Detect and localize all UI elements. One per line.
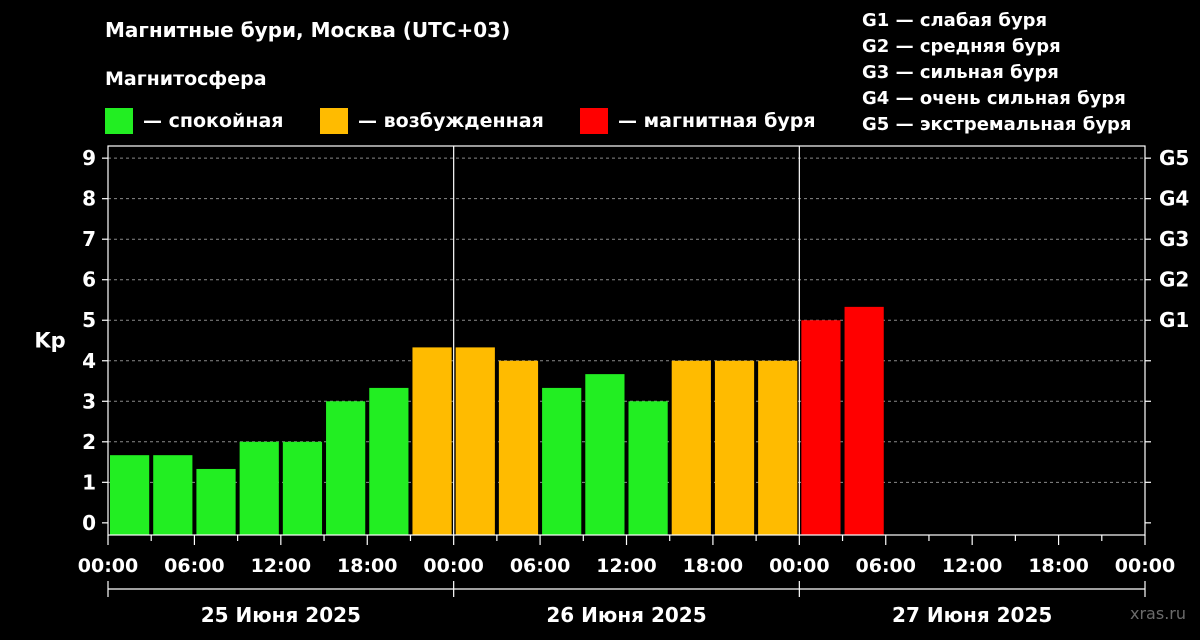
- x-tick-label-5: 06:00: [510, 555, 570, 577]
- g-scale-item-g2: G2 — средняя буря: [862, 36, 1061, 57]
- legend-heading: Магнитосфера: [105, 68, 267, 90]
- y-tick-label-0: 0: [82, 511, 96, 535]
- kp-bar-17: [844, 306, 884, 535]
- day-label-0: 25 Июня 2025: [201, 603, 361, 627]
- right-tick-label-g1: G1: [1159, 308, 1189, 332]
- x-tick-label-2: 12:00: [251, 555, 311, 577]
- y-tick-label-1: 1: [82, 470, 96, 494]
- legend-item-quiet: — спокойная: [105, 108, 283, 134]
- right-tick-label-g4: G4: [1159, 187, 1189, 211]
- x-tick-label-9: 06:00: [856, 555, 916, 577]
- kp-bar-14: [714, 360, 755, 535]
- kp-bar-7: [412, 347, 452, 535]
- kp-bar-9: [498, 360, 539, 535]
- kp-bar-8: [455, 347, 495, 535]
- y-tick-label-8: 8: [82, 187, 96, 211]
- g-scale-item-g4: G4 — очень сильная буря: [862, 88, 1126, 109]
- legend-swatch-quiet: [105, 108, 133, 134]
- legend-label-unsettled: — возбужденная: [358, 110, 544, 132]
- right-tick-label-g5: G5: [1159, 146, 1189, 170]
- y-tick-label-2: 2: [82, 430, 96, 454]
- kp-bar-10: [542, 387, 582, 535]
- x-tick-label-8: 00:00: [769, 555, 829, 577]
- x-tick-label-0: 00:00: [78, 555, 138, 577]
- legend-item-storm: — магнитная буря: [580, 108, 816, 134]
- x-tick-label-1: 06:00: [164, 555, 224, 577]
- day-label-2: 27 Июня 2025: [892, 603, 1052, 627]
- kp-bar-4: [282, 441, 323, 535]
- kp-bar-5: [326, 401, 366, 535]
- x-tick-label-10: 12:00: [942, 555, 1002, 577]
- g-scale-item-g1: G1 — слабая буря: [862, 10, 1048, 31]
- kp-bar-12: [628, 401, 668, 535]
- right-tick-label-g2: G2: [1159, 268, 1189, 292]
- legend-item-unsettled: — возбужденная: [320, 108, 544, 134]
- kp-bar-2: [196, 468, 236, 535]
- legend-swatch-unsettled: [320, 108, 348, 134]
- y-tick-label-7: 7: [82, 227, 96, 251]
- g-scale-item-g5: G5 — экстремальная буря: [862, 114, 1132, 135]
- kp-bar-11: [585, 374, 625, 535]
- kp-bar-16: [801, 320, 841, 535]
- kp-bar-6: [369, 387, 409, 535]
- kp-bar-0: [110, 455, 150, 535]
- day-label-1: 26 Июня 2025: [546, 603, 706, 627]
- kp-bar-13: [671, 360, 711, 535]
- legend-label-quiet: — спокойная: [143, 110, 284, 132]
- watermark: xras.ru: [1130, 604, 1186, 623]
- x-tick-label-12: 00:00: [1115, 555, 1175, 577]
- right-tick-label-g3: G3: [1159, 227, 1189, 251]
- y-tick-label-6: 6: [82, 268, 96, 292]
- g-scale-legend: G1 — слабая буря G2 — средняя буря G3 — …: [862, 8, 1132, 138]
- y-tick-label-4: 4: [82, 349, 96, 373]
- x-tick-label-11: 18:00: [1028, 555, 1088, 577]
- x-tick-label-4: 00:00: [423, 555, 483, 577]
- legend-label-storm: — магнитная буря: [618, 110, 816, 132]
- y-tick-label-5: 5: [82, 308, 96, 332]
- x-tick-label-7: 18:00: [683, 555, 743, 577]
- kp-bar-3: [239, 441, 279, 535]
- kp-bar-15: [758, 360, 798, 535]
- y-tick-label-3: 3: [82, 389, 96, 413]
- y-axis-label: Kp: [34, 329, 65, 353]
- g-scale-item-g3: G3 — сильная буря: [862, 62, 1059, 83]
- x-tick-label-6: 12:00: [596, 555, 656, 577]
- x-tick-label-3: 18:00: [337, 555, 397, 577]
- kp-bar-1: [153, 455, 193, 535]
- y-tick-label-9: 9: [82, 146, 96, 170]
- chart-title: Магнитные бури, Москва (UTC+03): [105, 18, 511, 42]
- legend-swatch-storm: [580, 108, 608, 134]
